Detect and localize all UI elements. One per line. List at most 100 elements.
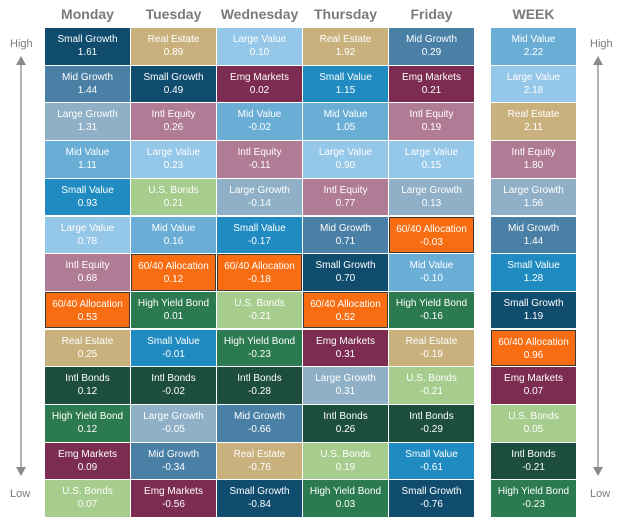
cell-monday-u-s-bonds: U.S. Bonds 0.07 <box>45 480 130 517</box>
cell-week-60-40-allocation: 60/40 Allocation 0.96 <box>491 329 576 367</box>
cell-asset-name: Mid Value <box>237 109 282 121</box>
cell-asset-name: U.S. Bonds <box>148 184 199 196</box>
cell-wednesday-small-value: Small Value -0.17 <box>217 216 302 253</box>
cell-return-value: 0.21 <box>163 197 184 209</box>
cell-friday-u-s-bonds: U.S. Bonds -0.21 <box>389 367 474 404</box>
cell-asset-name: Small Growth <box>229 486 290 498</box>
cell-return-value: 0.13 <box>421 197 442 209</box>
cell-thursday-small-growth: Small Growth 0.70 <box>303 254 388 291</box>
cell-asset-name: Mid Value <box>511 34 556 45</box>
cell-asset-name: Real Estate <box>61 335 114 347</box>
cell-asset-name: Mid Value <box>65 147 110 159</box>
cell-asset-name: U.S. Bonds <box>320 448 371 460</box>
cell-asset-name: Real Estate <box>319 34 372 45</box>
column-header-monday: Monday <box>61 6 114 22</box>
cell-asset-name: Large Value <box>232 34 287 45</box>
cell-return-value: -0.02 <box>162 386 185 398</box>
cell-return-value: 0.89 <box>163 47 184 58</box>
cell-return-value: 0.19 <box>335 461 356 473</box>
cell-week-large-value: Large Value 2.18 <box>491 65 576 103</box>
cell-wednesday-large-growth: Large Growth -0.14 <box>217 178 302 216</box>
cell-return-value: 0.53 <box>77 311 98 323</box>
cell-monday-large-growth: Large Growth 1.31 <box>45 103 130 140</box>
cell-asset-name: Large Growth <box>143 411 204 422</box>
cell-return-value: 2.22 <box>523 47 544 58</box>
cell-return-value: 0.71 <box>335 235 356 247</box>
cell-asset-name: 60/40 Allocation <box>224 261 295 273</box>
cell-asset-name: Intl Equity <box>511 147 556 159</box>
cell-asset-name: Intl Bonds <box>511 448 556 460</box>
cell-tuesday-intl-equity: Intl Equity 0.26 <box>131 103 216 140</box>
cell-return-value: 0.70 <box>335 273 356 285</box>
cell-thursday-high-yield-bond: High Yield Bond 0.03 <box>303 480 388 517</box>
cell-wednesday-small-growth: Small Growth -0.84 <box>217 480 302 517</box>
cell-return-value: 0.49 <box>163 84 184 96</box>
cell-asset-name: Mid Growth <box>147 448 200 460</box>
cell-return-value: 0.68 <box>77 273 98 285</box>
cell-week-large-growth: Large Growth 1.56 <box>491 178 576 216</box>
cell-asset-name: Emg Markets <box>144 486 203 498</box>
cell-monday-small-growth: Small Growth 1.61 <box>45 28 130 65</box>
column-header-week: WEEK <box>512 6 555 22</box>
cell-return-value: 0.93 <box>77 197 98 209</box>
cell-asset-name: Large Growth <box>315 373 376 385</box>
cell-asset-name: High Yield Bond <box>309 486 382 498</box>
rank-arrow-left-icon <box>16 56 26 476</box>
cell-monday-intl-bonds: Intl Bonds 0.12 <box>45 367 130 404</box>
cell-thursday-mid-value: Mid Value 1.05 <box>303 103 388 140</box>
cell-return-value: 1.19 <box>523 310 544 322</box>
cell-asset-name: 60/40 Allocation <box>498 336 569 348</box>
cell-wednesday-emg-markets: Emg Markets 0.02 <box>217 65 302 103</box>
cell-return-value: -0.01 <box>162 348 185 360</box>
cell-wednesday-high-yield-bond: High Yield Bond -0.23 <box>217 329 302 367</box>
cell-week-emg-markets: Emg Markets 0.07 <box>491 367 576 404</box>
cell-return-value: -0.16 <box>420 310 443 322</box>
cell-return-value: 0.21 <box>421 84 442 96</box>
cell-return-value: -0.10 <box>420 273 443 285</box>
cell-return-value: 0.01 <box>163 310 184 322</box>
cell-asset-name: Small Value <box>61 184 114 196</box>
cell-asset-name: 60/40 Allocation <box>138 261 209 273</box>
cell-asset-name: U.S. Bonds <box>406 373 457 385</box>
cell-friday-intl-equity: Intl Equity 0.19 <box>389 103 474 140</box>
cell-asset-name: U.S. Bonds <box>234 297 285 309</box>
low-label-left: Low <box>10 488 31 500</box>
cell-asset-name: Mid Value <box>151 222 196 234</box>
cell-monday-large-value: Large Value 0.78 <box>45 216 130 253</box>
cell-return-value: 0.26 <box>335 424 356 435</box>
column-header-tuesday: Tuesday <box>145 6 202 22</box>
cell-return-value: -0.23 <box>248 348 271 360</box>
cell-return-value: 0.03 <box>335 499 356 511</box>
cell-asset-name: U.S. Bonds <box>508 411 559 422</box>
cell-return-value: 0.26 <box>163 122 184 134</box>
cell-thursday-real-estate: Real Estate 1.92 <box>303 28 388 65</box>
cell-friday-mid-growth: Mid Growth 0.29 <box>389 28 474 65</box>
cell-friday-small-growth: Small Growth -0.76 <box>389 480 474 517</box>
cell-tuesday-emg-markets: Emg Markets -0.56 <box>131 480 216 517</box>
cell-tuesday-small-growth: Small Growth 0.49 <box>131 65 216 103</box>
cell-asset-name: Intl Bonds <box>65 373 110 385</box>
cell-thursday-large-growth: Large Growth 0.31 <box>303 367 388 404</box>
cell-asset-name: Emg Markets <box>230 71 289 83</box>
cell-asset-name: Real Estate <box>405 335 458 347</box>
cell-asset-name: Mid Value <box>409 260 454 272</box>
cell-return-value: 0.23 <box>163 160 184 172</box>
cell-return-value: 0.12 <box>163 274 184 286</box>
cell-asset-name: Small Value <box>405 448 458 460</box>
cell-asset-name: Small Growth <box>315 260 376 272</box>
cell-wednesday-intl-equity: Intl Equity -0.11 <box>217 141 302 178</box>
cell-asset-name: Small Growth <box>503 297 564 309</box>
cell-asset-name: High Yield Bond <box>137 297 210 309</box>
cell-asset-name: Intl Bonds <box>151 373 196 385</box>
cell-asset-name: Large Value <box>318 147 373 159</box>
cell-asset-name: Intl Bonds <box>323 411 368 422</box>
cell-asset-name: Small Growth <box>143 71 204 83</box>
cell-friday-emg-markets: Emg Markets 0.21 <box>389 65 474 103</box>
cell-return-value: -0.61 <box>420 461 443 473</box>
cell-monday-emg-markets: Emg Markets 0.09 <box>45 442 130 480</box>
cell-asset-name: Emg Markets <box>402 71 461 83</box>
cell-return-value: -0.11 <box>248 160 271 172</box>
cell-return-value: 0.29 <box>421 47 442 58</box>
cell-week-real-estate: Real Estate 2.11 <box>491 103 576 140</box>
cell-return-value: 0.25 <box>77 348 98 360</box>
